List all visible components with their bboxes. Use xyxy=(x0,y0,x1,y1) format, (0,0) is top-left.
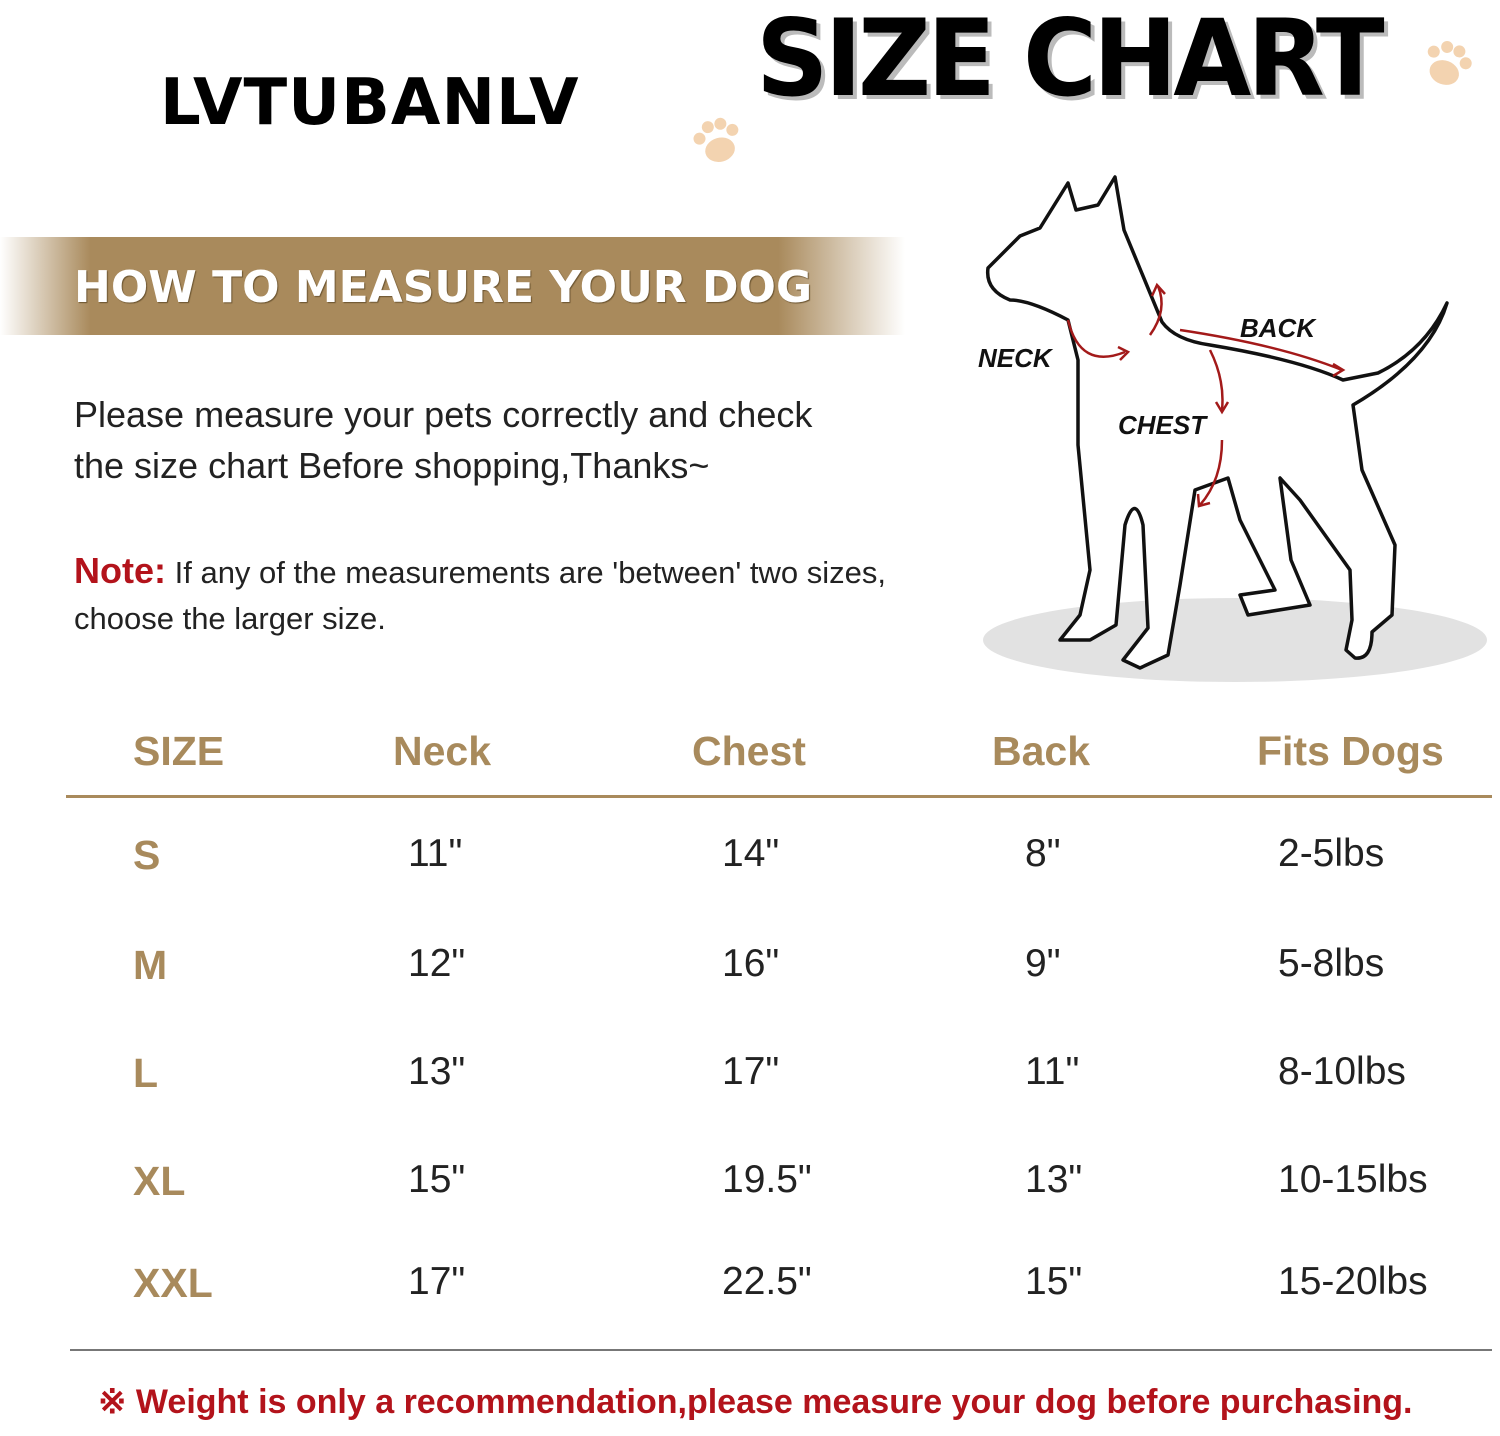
header-size: SIZE xyxy=(133,728,225,774)
neck-label: NECK xyxy=(978,343,1054,373)
section-heading: HOW TO MEASURE YOUR DOG xyxy=(74,262,813,313)
intro-line: the size chart Before shopping,Thanks~ xyxy=(74,445,710,486)
fits-dogs-cell: 5-8lbs xyxy=(1278,942,1385,985)
fits-dogs-cell: 2-5lbs xyxy=(1278,832,1385,875)
back-cell: 13" xyxy=(1025,1158,1083,1201)
header-chest: Chest xyxy=(692,728,806,774)
note-text: If any of the measurements are 'between'… xyxy=(74,555,887,636)
table-bottom-divider xyxy=(70,1349,1492,1351)
size-cell: XXL xyxy=(133,1260,213,1306)
dog-outline-icon: NECK BACK CHEST xyxy=(978,175,1487,682)
section-banner xyxy=(0,237,905,335)
header-neck: Neck xyxy=(393,728,492,774)
header-divider xyxy=(66,795,1492,798)
chest-label: CHEST xyxy=(1118,410,1208,440)
fits-dogs-cell: 10-15lbs xyxy=(1278,1158,1428,1201)
back-label: BACK xyxy=(1240,313,1317,343)
neck-cell: 13" xyxy=(408,1050,466,1093)
size-cell: L xyxy=(133,1050,159,1096)
fits-dogs-cell: 8-10lbs xyxy=(1278,1050,1406,1093)
size-cell: M xyxy=(133,942,168,988)
chest-cell: 17" xyxy=(722,1050,780,1093)
intro-line: Please measure your pets correctly and c… xyxy=(74,394,813,435)
note-label: Note: xyxy=(74,550,166,591)
chest-cell: 19.5" xyxy=(722,1158,812,1201)
header-fits-dogs: Fits Dogs xyxy=(1257,728,1444,774)
header-back: Back xyxy=(992,728,1091,774)
weight-disclaimer: ※ Weight is only a recommendation,please… xyxy=(98,1383,1413,1421)
note: Note: If any of the measurements are 'be… xyxy=(74,548,894,642)
brand-name: LVTUBANLV xyxy=(160,66,580,140)
paw-print-icon xyxy=(693,117,739,162)
neck-cell: 12" xyxy=(408,942,466,985)
fits-dogs-cell: 15-20lbs xyxy=(1278,1260,1428,1303)
chest-cell: 16" xyxy=(722,942,780,985)
back-cell: 9" xyxy=(1025,942,1061,985)
neck-cell: 15" xyxy=(408,1158,466,1201)
chest-cell: 14" xyxy=(722,832,780,875)
back-cell: 15" xyxy=(1025,1260,1083,1303)
chest-cell: 22.5" xyxy=(722,1260,812,1303)
paw-print-icon xyxy=(1427,40,1472,85)
neck-cell: 17" xyxy=(408,1260,466,1303)
size-cell: S xyxy=(133,832,161,878)
neck-cell: 11" xyxy=(408,832,463,875)
back-cell: 8" xyxy=(1025,832,1061,875)
page-title: SIZE CHART xyxy=(756,0,1385,121)
size-cell: XL xyxy=(133,1158,186,1204)
back-cell: 11" xyxy=(1025,1050,1080,1093)
